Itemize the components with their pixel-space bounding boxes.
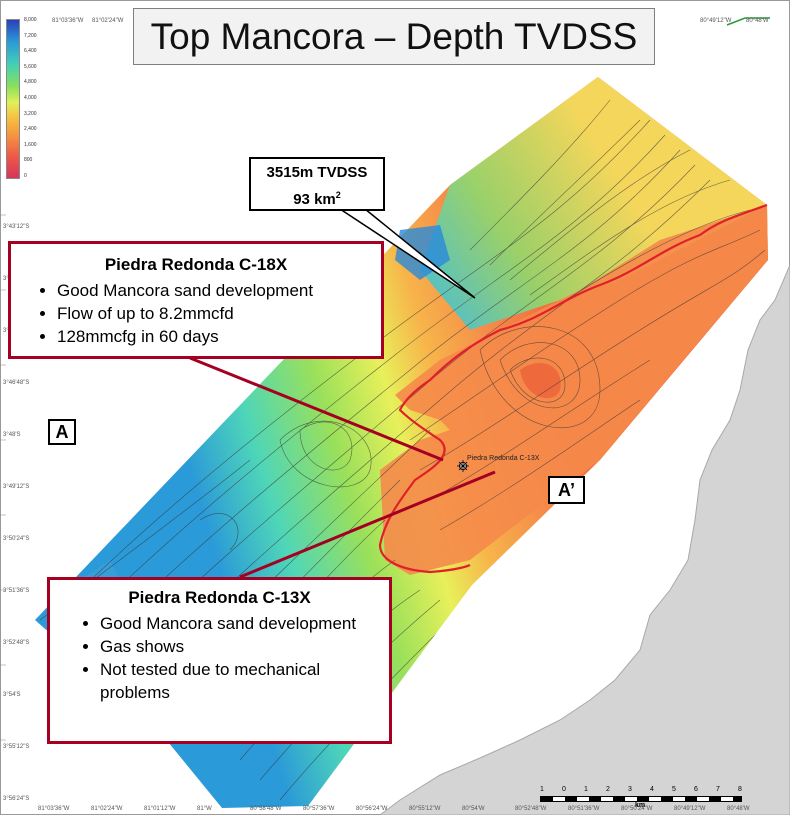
lat-label: 3°49'12"S [3,484,30,490]
legend-tick-label: 4,000 [24,95,37,101]
scale-tick-label: 1 [540,786,544,793]
bullet: 128mmcfg in 60 days [57,325,371,348]
lat-label: 3°52'48"S [3,640,30,646]
road-segment [726,17,770,26]
map-title: Top Mancora – Depth TVDSS [133,8,655,65]
callout-c18x-heading: Piedra Redonda C-18X [104,255,288,274]
callout-c13x-heading: Piedra Redonda C-13X [128,588,311,607]
legend-tick-label: 2,400 [24,126,37,133]
lon-bottom-label: 80°49'12"W [674,806,706,812]
lon-bottom-label: 80°52'48"W [515,806,547,812]
lon-bottom-label: 81°W [197,806,212,812]
callout-c18x-bullets: Good Mancora sand development Flow of up… [21,279,371,348]
lon-bottom-label: 80°48'W [727,806,750,812]
legend-tick-label: 3,200 [24,110,37,117]
legend-tick-label: 1,600 [24,141,37,148]
legend-tick-label: 800 [24,157,33,164]
lat-label: 3°55'12"S [3,744,30,750]
bullet: Gas shows [100,635,379,658]
well-c13x-label: Piedra Redonda C-13X [467,455,540,462]
scale-ticks: 1 0 1 2 3 4 5 6 7 8 [540,786,742,796]
lat-label: 3°48'S [3,432,21,438]
scale-bar: 1 0 1 2 3 4 5 6 7 8 km [540,786,742,809]
bullet: Good Mancora sand development [100,612,379,635]
section-start-label: A [48,419,76,445]
scale-tick-label: 4 [650,786,654,793]
scale-tick-label: 8 [738,786,742,793]
closure-depth: 3515m TVDSS [266,164,368,181]
callout-c13x: Piedra Redonda C-13X Good Mancora sand d… [47,577,392,744]
scale-tick-label: 7 [716,786,720,793]
scale-tick-label: 3 [628,786,632,793]
structural-high [380,205,768,575]
well-c13x-symbol [457,460,469,472]
legend-tick-label: 7,200 [24,32,37,39]
section-end-label: A’ [548,476,585,504]
legend-tick-label: 5,600 [24,63,37,70]
crest [520,362,561,399]
lon-top-label: 80°48'W [746,18,769,24]
leader-c13x [239,470,496,579]
lon-bottom-label: 80°51'36"W [568,806,600,812]
lat-label: 3°54'S [3,692,21,698]
lon-bottom-label: 80°55'12"W [409,806,441,812]
legend-tick-label: 4,800 [24,79,37,86]
scale-tick-label: 2 [606,786,610,793]
lon-bottom-label: 81°01'12"W [144,806,176,812]
closure-area-value: 93 km [293,191,336,208]
bullet: Not tested due to mechanical problems [100,658,379,704]
lat-label: 3°56'24"S [3,796,30,802]
closure-area-unit-sup: 2 [335,190,341,200]
closure-info-box: 3515m TVDSS 93 km2 [249,157,385,211]
legend-tick-label: 0 [24,173,27,179]
bullet: Flow of up to 8.2mmcfd [57,302,371,325]
coastline [379,264,790,815]
legend-tick-label: 8,000 [24,17,37,23]
lon-top-label: 81°03'36"W [52,18,84,24]
leader-c18x [189,356,444,462]
scale-tick-label: 0 [562,786,566,793]
lon-bottom-label: 80°50'24"W [621,806,653,812]
scale-tick-label: 6 [694,786,698,793]
lon-bottom-label: 81°02'24"W [91,806,123,812]
lon-bottom-label: 80°57'36"W [303,806,335,812]
lat-label: 3°43'12"S [3,224,30,230]
graticule-ticks [0,214,6,741]
legend-tick-label: 6,400 [24,48,37,55]
lat-label: 3°46'48"S [3,380,30,386]
closure-area: 93 km2 [251,184,383,211]
lat-label: 3°50'24"S [3,536,30,542]
lon-bottom-label: 80°54'W [462,806,485,812]
scale-tick-label: 5 [672,786,676,793]
scale-unit: km [634,802,646,809]
depth-color-legend [6,19,20,179]
lat-label: 3°51'36"S [3,588,30,594]
callout-c18x: Piedra Redonda C-18X Good Mancora sand d… [8,241,384,359]
lon-bottom-label: 81°03'36"W [38,806,70,812]
deep-north-block [420,77,767,330]
lon-top-label: 80°49'12"W [700,18,732,24]
scale-bar-graphic [540,796,742,802]
lon-bottom-label: 80°58'48"W [250,806,282,812]
callout-c13x-bullets: Good Mancora sand development Gas shows … [60,612,379,704]
lon-bottom-label: 80°56'24"W [356,806,388,812]
lon-top-label: 81°02'24"W [92,18,124,24]
bullet: Good Mancora sand development [57,279,371,302]
scale-tick-label: 1 [584,786,588,793]
closure-contour [378,203,768,574]
